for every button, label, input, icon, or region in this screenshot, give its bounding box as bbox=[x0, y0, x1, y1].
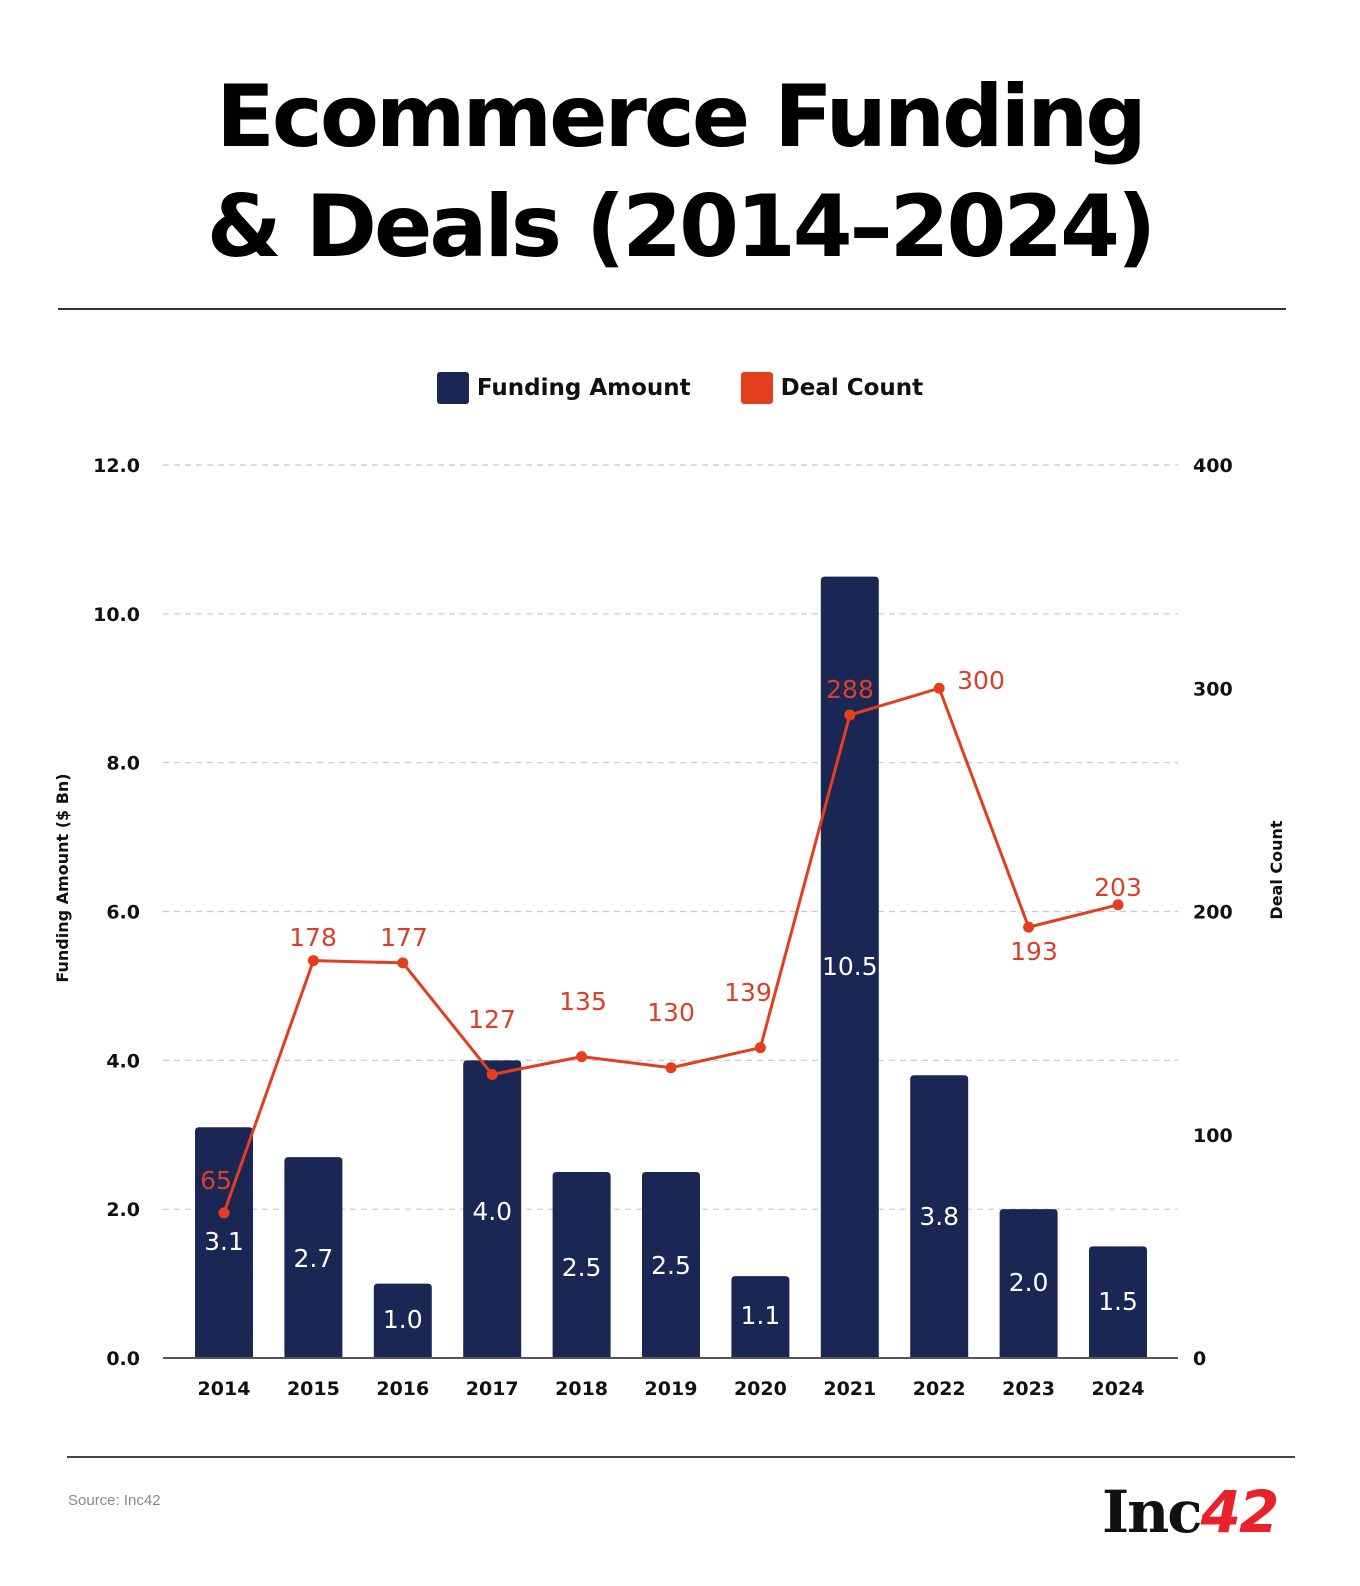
y-tick-left: 2.0 bbox=[106, 1199, 140, 1221]
bar-value-label: 2.7 bbox=[294, 1244, 334, 1273]
x-tick-label: 2023 bbox=[1002, 1378, 1055, 1400]
bar-value-label: 1.0 bbox=[383, 1305, 423, 1334]
bar-value-label: 2.5 bbox=[651, 1251, 691, 1280]
x-tick-label: 2014 bbox=[198, 1378, 251, 1400]
y-tick-right: 0 bbox=[1193, 1348, 1206, 1370]
logo-text: Inc bbox=[1102, 1478, 1203, 1546]
deal-count-label: 135 bbox=[559, 987, 607, 1016]
legend-label-deals: Deal Count bbox=[780, 375, 924, 401]
deal-count-label: 203 bbox=[1094, 873, 1142, 902]
deal-count-point bbox=[486, 1068, 498, 1080]
bar bbox=[195, 1127, 253, 1358]
logo-number: 42 bbox=[1200, 1478, 1280, 1546]
deal-count-point bbox=[307, 955, 319, 967]
bar bbox=[284, 1157, 343, 1358]
y-tick-left: 0.0 bbox=[106, 1348, 140, 1370]
bar-value-label: 1.5 bbox=[1098, 1287, 1138, 1316]
deal-count-label: 177 bbox=[380, 923, 428, 952]
legend-item-deals: Deal Count bbox=[740, 372, 924, 404]
bar-value-label: 2.0 bbox=[1009, 1268, 1049, 1297]
bar-value-label: 4.0 bbox=[472, 1197, 512, 1226]
y-tick-right: 100 bbox=[1193, 1125, 1233, 1147]
bar-value-label: 1.1 bbox=[741, 1301, 781, 1330]
bar-value-label: 10.5 bbox=[822, 952, 878, 981]
y-tick-right: 200 bbox=[1193, 902, 1233, 924]
x-tick-label: 2024 bbox=[1092, 1378, 1145, 1400]
bar bbox=[999, 1209, 1058, 1358]
bar-value-label: 3.8 bbox=[919, 1202, 959, 1231]
deal-count-point bbox=[397, 957, 409, 969]
y-tick-left: 6.0 bbox=[106, 902, 140, 924]
x-tick-label: 2020 bbox=[734, 1378, 787, 1400]
y-axis-label-right: Deal Count bbox=[1267, 820, 1286, 920]
y-tick-right: 300 bbox=[1193, 678, 1233, 700]
y-tick-right: 400 bbox=[1193, 455, 1233, 477]
bar bbox=[552, 1171, 611, 1358]
deal-count-line bbox=[218, 682, 1124, 1219]
deal-count-point bbox=[576, 1051, 588, 1063]
deal-count-label: 65 bbox=[200, 1166, 232, 1195]
bars bbox=[195, 576, 1147, 1358]
deal-count-label: 300 bbox=[957, 666, 1005, 695]
deal-count-point bbox=[665, 1062, 677, 1074]
deal-count-polyline bbox=[222, 686, 1119, 1214]
bar bbox=[642, 1171, 700, 1358]
y-tick-left: 8.0 bbox=[106, 753, 140, 775]
deal-count-label: 193 bbox=[1010, 937, 1058, 966]
y-tick-left: 10.0 bbox=[93, 604, 140, 626]
x-tick-label: 2018 bbox=[555, 1378, 608, 1400]
y-tick-left: 4.0 bbox=[106, 1050, 140, 1072]
legend-swatch-deals bbox=[740, 372, 773, 404]
bar bbox=[910, 1075, 969, 1358]
chart: 3.1 2.7 1.0 4.0 2.5 2.5 1.1 10.5 3.8 2.0 1.5 65 178… bbox=[53, 455, 1286, 1400]
bar-value-labels: 3.1 2.7 1.0 4.0 2.5 2.5 1.1 10.5 3.8 2.0 1.5 bbox=[204, 952, 1138, 1334]
title-line-1: Ecommerce Funding bbox=[216, 67, 1147, 167]
bar-value-label: 2.5 bbox=[562, 1253, 602, 1282]
legend-label-funding: Funding Amount bbox=[476, 375, 691, 401]
deal-count-label: 288 bbox=[826, 675, 874, 704]
y-tick-left: 12.0 bbox=[93, 455, 140, 477]
x-tick-label: 2015 bbox=[287, 1378, 340, 1400]
deal-count-point bbox=[754, 1042, 766, 1054]
bar-value-label: 3.1 bbox=[204, 1227, 244, 1256]
deal-count-label: 127 bbox=[468, 1005, 516, 1034]
deal-count-point bbox=[844, 709, 856, 721]
y-axis-label-left: Funding Amount ($ Bn) bbox=[53, 773, 72, 982]
x-tick-label: 2016 bbox=[376, 1378, 429, 1400]
axes: 0.0 2.0 4.0 6.0 8.0 10.0 12.0 0 100 200 300 400 2014… bbox=[93, 455, 1233, 1400]
chart-title: Ecommerce Funding & Deals (2014–2024) bbox=[0, 62, 1360, 282]
deal-count-point bbox=[218, 1207, 230, 1219]
bar bbox=[463, 1060, 522, 1358]
x-tick-label: 2019 bbox=[645, 1378, 698, 1400]
x-tick-label: 2017 bbox=[466, 1378, 519, 1400]
x-tick-label: 2021 bbox=[823, 1378, 876, 1400]
title-line-2: & Deals (2014–2024) bbox=[206, 177, 1157, 277]
title-divider bbox=[58, 308, 1286, 310]
deal-count-labels: 65 178 177 127 135 130 139 288 300 193 203 bbox=[200, 666, 1142, 1195]
deal-count-label: 178 bbox=[289, 923, 337, 952]
deal-count-point bbox=[1112, 899, 1124, 911]
gridlines bbox=[163, 464, 1178, 1210]
legend: Funding Amount Deal Count bbox=[0, 372, 1360, 404]
deal-count-point bbox=[933, 682, 945, 694]
bar bbox=[373, 1283, 432, 1358]
legend-item-funding: Funding Amount bbox=[436, 372, 691, 404]
bar bbox=[731, 1276, 790, 1358]
inc42-logo: Inc42 bbox=[1102, 1478, 1280, 1546]
footer-divider bbox=[67, 1456, 1295, 1458]
x-tick-label: 2022 bbox=[913, 1378, 966, 1400]
source-note: Source: Inc42 bbox=[68, 1492, 161, 1509]
deal-count-label: 130 bbox=[647, 998, 695, 1027]
bar bbox=[1089, 1246, 1147, 1358]
deal-count-label: 139 bbox=[724, 978, 772, 1007]
deal-count-point bbox=[1023, 921, 1035, 933]
legend-swatch-funding bbox=[436, 372, 469, 404]
